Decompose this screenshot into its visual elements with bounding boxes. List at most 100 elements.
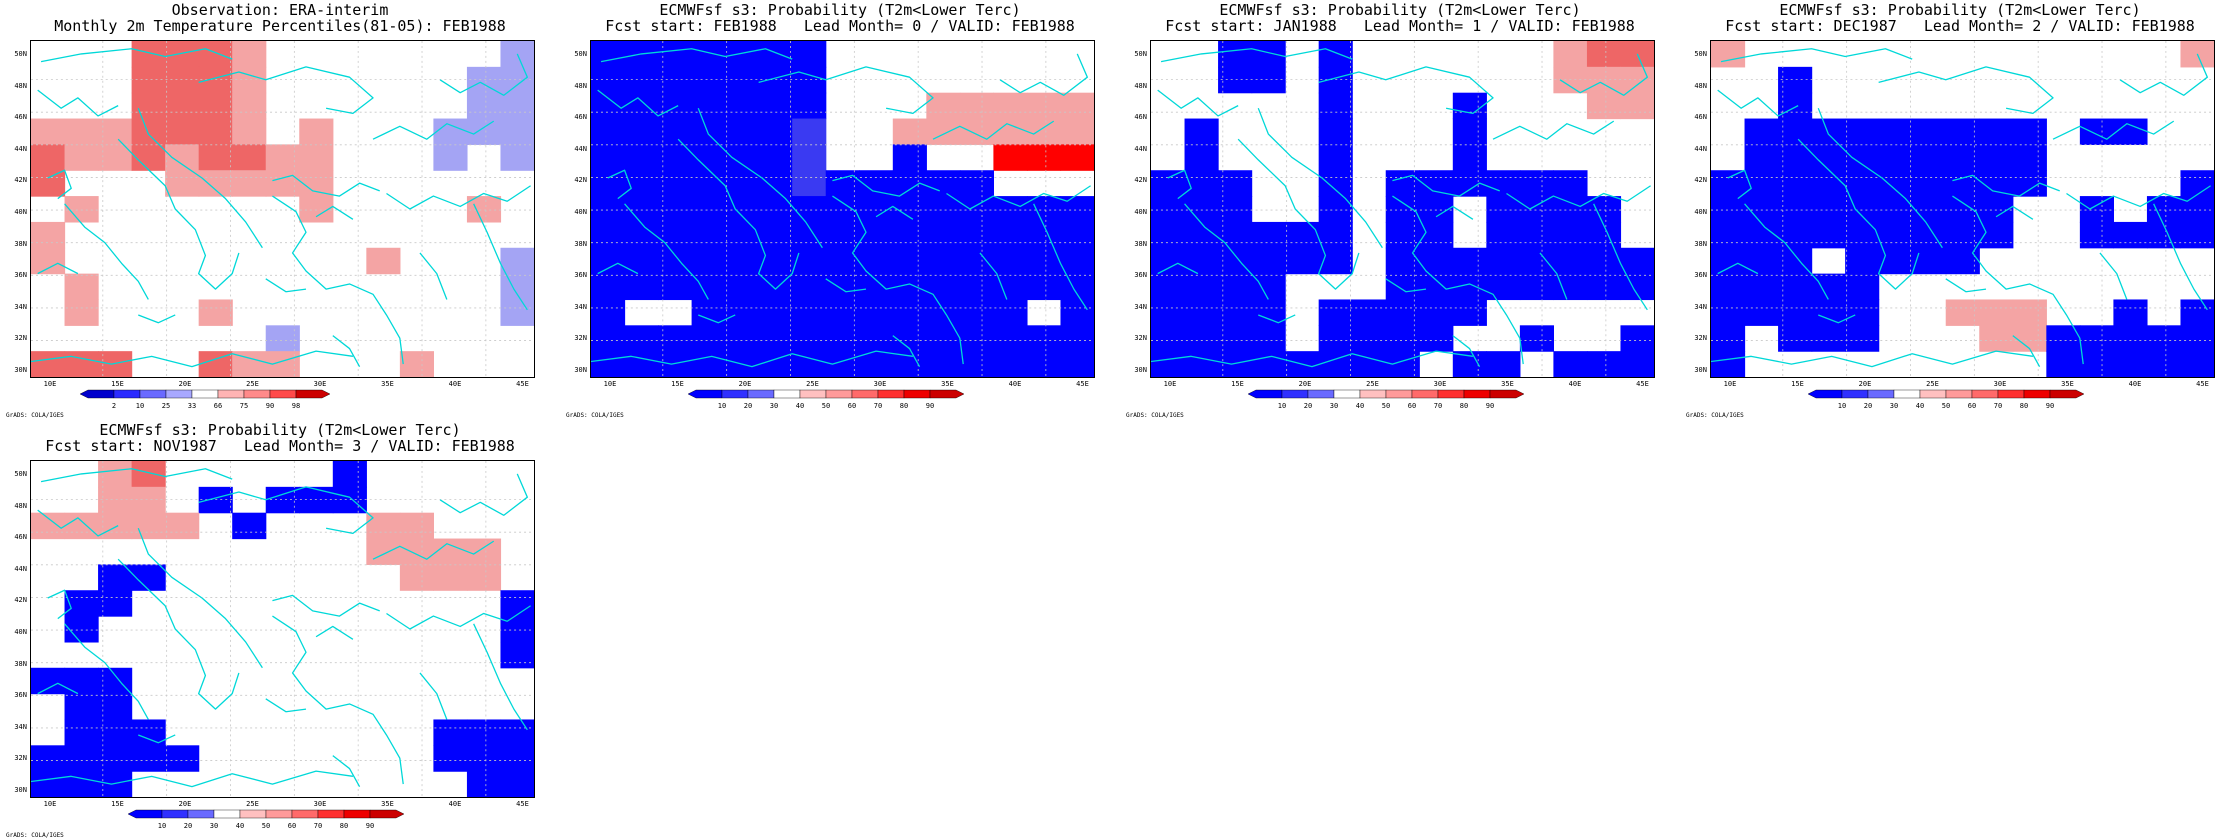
probability-cell	[2180, 325, 2214, 352]
probability-cell	[1218, 351, 1253, 377]
probability-cell	[1184, 273, 1219, 301]
colorbar-label: 20	[1304, 402, 1312, 410]
probability-cell	[1912, 118, 1947, 145]
probability-cell	[165, 745, 200, 772]
coastline	[198, 486, 374, 535]
longitude-label: 15E	[1791, 380, 1804, 388]
probability-cell	[624, 247, 659, 275]
probability-cell	[2113, 351, 2148, 377]
latitude-label: 36N	[1134, 271, 1147, 280]
coastline	[138, 734, 176, 744]
probability-cell	[1711, 247, 1746, 275]
probability-cell	[1620, 247, 1654, 275]
probability-cell	[1251, 66, 1286, 94]
probability-cell	[2146, 196, 2182, 223]
probability-cell	[926, 299, 961, 326]
coastline	[473, 203, 528, 311]
latitude-label: 42N	[1694, 176, 1707, 185]
longitude-label: 30E	[1993, 380, 2007, 388]
coastline	[1727, 169, 1752, 200]
probability-cell	[1318, 221, 1353, 249]
probability-cell	[859, 351, 894, 377]
probability-cell	[31, 170, 66, 197]
probability-cell	[1553, 196, 1588, 223]
probability-cell	[299, 170, 334, 197]
latitude-label: 38N	[1694, 239, 1707, 248]
colorbar-label: 60	[848, 402, 856, 410]
probability-cell	[1912, 247, 1947, 275]
probability-cell	[1912, 221, 1947, 249]
probability-cell	[1385, 273, 1420, 301]
probability-cell	[1318, 118, 1353, 145]
probability-cell	[1845, 221, 1880, 249]
probability-cell	[591, 299, 626, 326]
probability-cell	[2079, 325, 2114, 352]
probability-cell	[1419, 273, 1454, 301]
colorbar-swatch	[217, 389, 245, 399]
probability-cell	[2079, 221, 2114, 249]
probability-cell	[1026, 351, 1062, 377]
latitude-label: 44N	[574, 144, 587, 153]
colorbar-label: 25	[162, 402, 170, 410]
coastline	[386, 605, 531, 630]
probability-cell	[1845, 144, 1880, 171]
probability-cell	[232, 66, 267, 94]
probability-cell	[691, 351, 726, 377]
probability-cell	[624, 144, 659, 171]
probability-cell	[131, 92, 166, 120]
probability-cell	[725, 299, 760, 326]
coastline	[117, 138, 240, 290]
probability-cell	[1711, 351, 1746, 377]
colorbar-label: 80	[1460, 402, 1468, 410]
probability-cell	[399, 538, 434, 565]
probability-cell	[1586, 66, 1622, 94]
probability-cell	[825, 299, 860, 326]
latitude-label: 36N	[574, 271, 587, 280]
probability-cell	[1026, 273, 1062, 301]
probability-cell	[1553, 221, 1588, 249]
probability-cell	[792, 144, 827, 171]
probability-cell	[2180, 221, 2214, 249]
probability-cell	[725, 41, 760, 68]
colorbar: 10 20 30 40 50 60 70 80 90	[1807, 389, 2088, 418]
colorbar-swatch	[1359, 389, 1387, 399]
probability-cell	[1060, 144, 1094, 171]
probability-cell	[1845, 247, 1880, 275]
probability-cell	[1218, 325, 1253, 352]
map-frame	[30, 460, 535, 798]
probability-cell	[658, 273, 693, 301]
grads-footer: GrADS: COLA/IGES	[566, 412, 624, 419]
colorbar-label: 50	[1382, 402, 1390, 410]
probability-cell	[1318, 41, 1353, 68]
colorbar-label: 10	[718, 402, 726, 410]
colorbar-label: 20	[184, 822, 192, 830]
probability-cell	[624, 92, 659, 120]
probability-cell	[725, 221, 760, 249]
map-canvas	[1711, 41, 2214, 377]
longitude-label: 10E	[1163, 380, 1177, 388]
probability-cell	[31, 512, 66, 540]
coastline	[758, 66, 934, 115]
probability-cell	[591, 41, 626, 68]
observation-map-panel: Observation: ERA-interim Monthly 2m Tempe…	[0, 0, 560, 420]
probability-cell	[1026, 92, 1062, 120]
coastline	[597, 89, 679, 117]
probability-cell	[1318, 325, 1353, 352]
probability-cell	[500, 771, 534, 797]
coastline	[932, 120, 1055, 140]
probability-cell	[1778, 196, 1813, 223]
probability-cell	[1945, 118, 1980, 145]
probability-cell	[1184, 351, 1219, 377]
coastline	[832, 174, 940, 197]
probability-cell	[2113, 325, 2148, 352]
probability-cell	[993, 247, 1028, 275]
probability-cell	[1878, 196, 1913, 223]
probability-cell	[64, 590, 99, 617]
probability-cell	[725, 325, 760, 352]
colorbar-label: 30	[1330, 402, 1338, 410]
probability-cell	[959, 299, 994, 326]
forecast-map-panel: ECMWFsf s3: Probability (T2m<Lower Terc)…	[1680, 0, 2240, 420]
map-subtitle: Fcst start: JAN1988 Lead Month= 1 / VALI…	[1165, 17, 1635, 35]
probability-cell	[1486, 351, 1521, 377]
probability-cell	[198, 299, 233, 326]
